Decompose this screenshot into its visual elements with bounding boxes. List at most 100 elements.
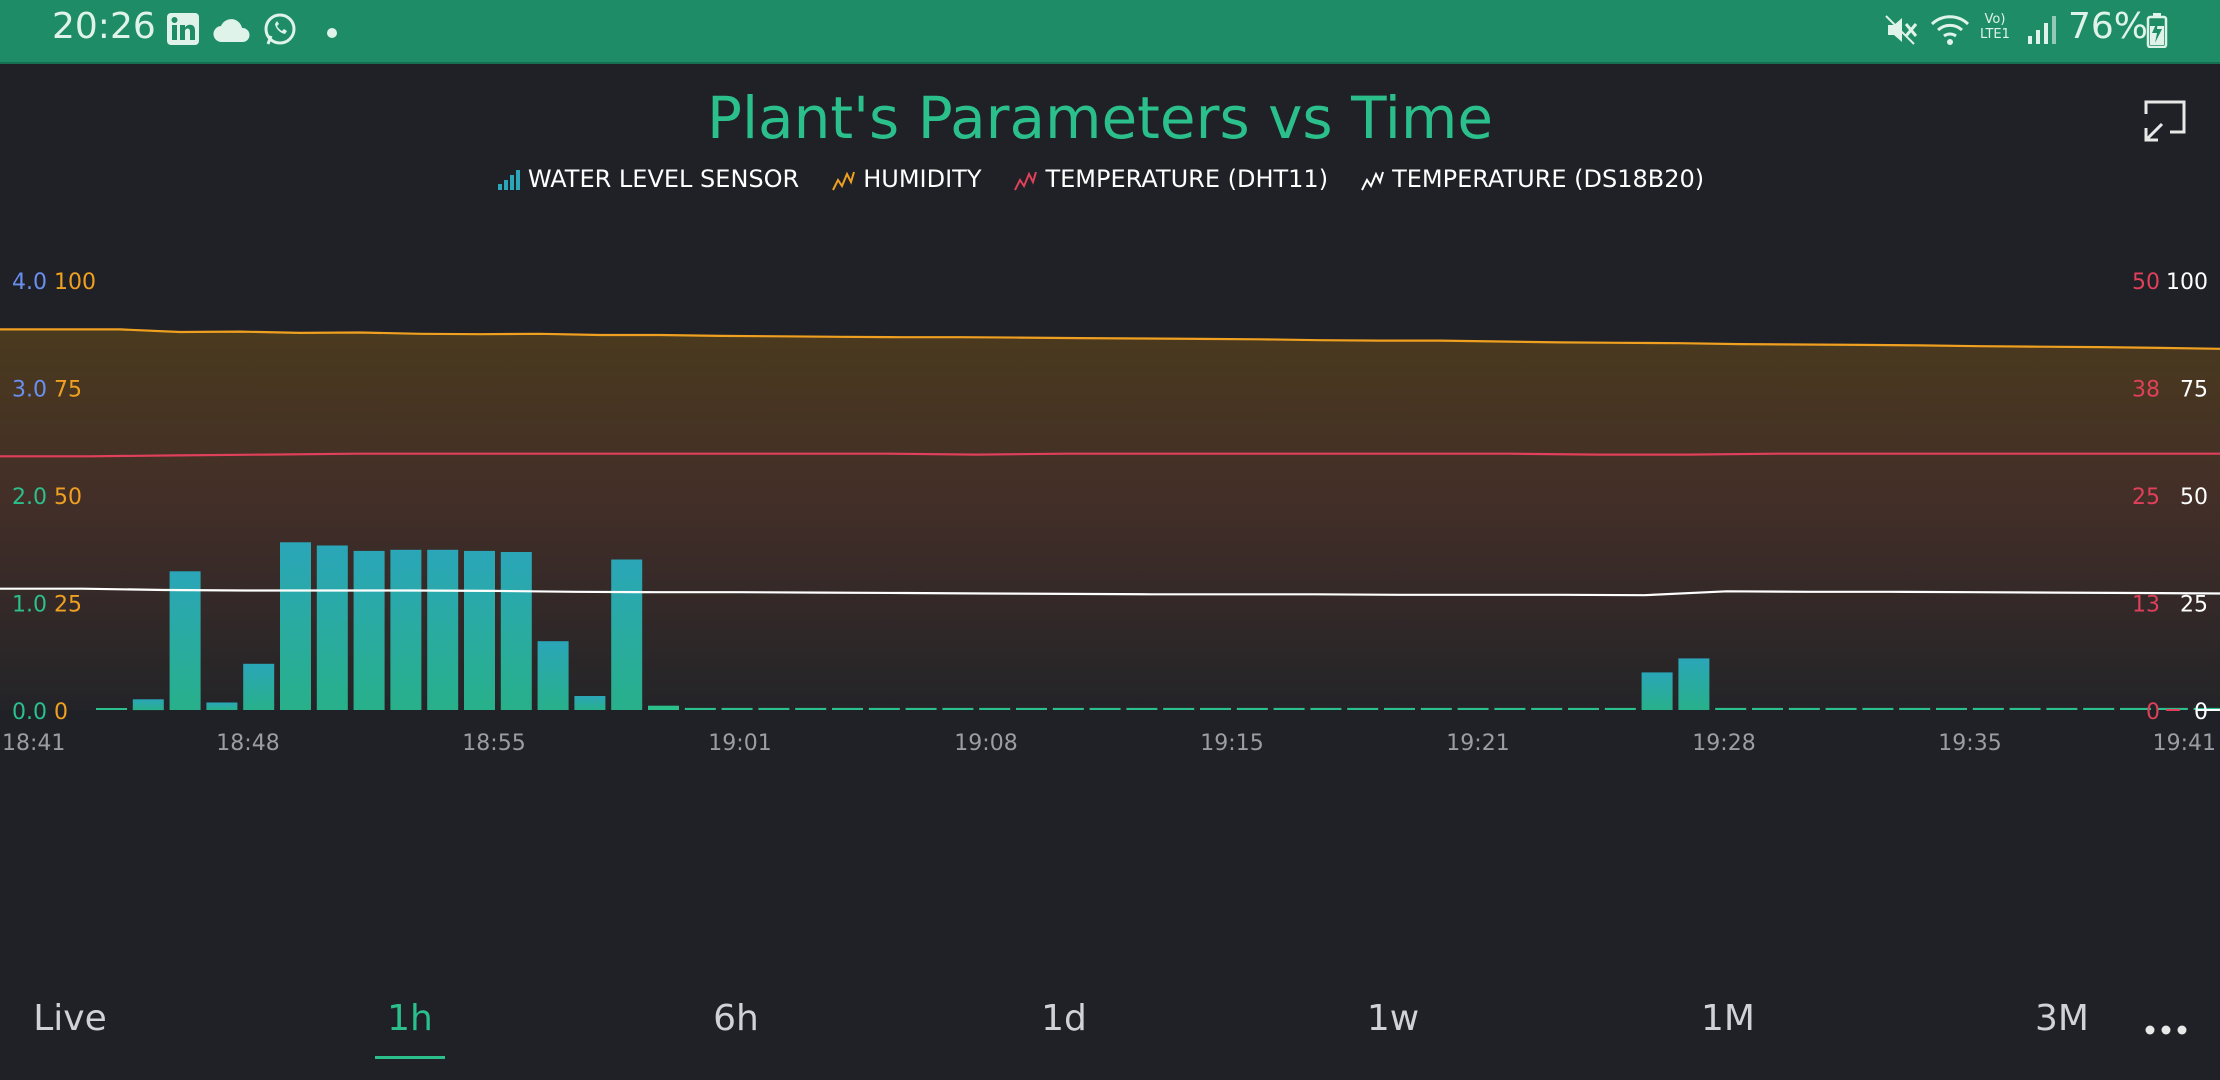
water-level-bar xyxy=(1936,707,1967,710)
range-option-1w[interactable]: 1w xyxy=(1366,998,1420,1039)
x-tick-label: 19:08 xyxy=(954,731,1017,756)
x-tick-label: 19:35 xyxy=(1938,731,2001,756)
y-tick-temp-dht11: 25 xyxy=(2132,485,2160,510)
water-level-bar xyxy=(905,707,937,710)
water-level-bar xyxy=(721,707,753,710)
water-level-bar xyxy=(353,550,385,710)
chart-title: Plant's Parameters vs Time xyxy=(706,84,1494,152)
range-option-1d[interactable]: 1d xyxy=(1041,998,1087,1039)
volte-icon: Vo) LTE1 xyxy=(1980,12,2010,42)
x-tick-label: 19:01 xyxy=(708,731,771,756)
range-option-1h[interactable]: 1h xyxy=(387,998,433,1039)
water-level-bar xyxy=(574,696,606,710)
y-tick-humidity: 100 xyxy=(54,270,96,295)
water-level-bar xyxy=(611,559,643,710)
y-tick-humidity: 50 xyxy=(54,485,82,510)
water-level-bar xyxy=(1384,707,1415,710)
legend-item[interactable]: HUMIDITY xyxy=(831,165,981,193)
water-level-bar xyxy=(1494,707,1526,710)
chart-legend: WATER LEVEL SENSOR HUMIDITY TEMPERATURE (D… xyxy=(0,164,2200,193)
legend-item[interactable]: TEMPERATURE (DS18B20) xyxy=(1360,165,1704,193)
status-bar-divider xyxy=(0,62,2220,64)
water-level-bar xyxy=(1899,707,1931,710)
water-level-bar xyxy=(1126,707,1158,710)
water-level-bar xyxy=(1089,707,1121,710)
more-options-icon[interactable] xyxy=(2144,1022,2188,1036)
legend-item[interactable]: TEMPERATURE (DHT11) xyxy=(1013,165,1328,193)
water-level-bar xyxy=(280,542,311,710)
water-level-bar xyxy=(1752,707,1783,710)
x-tick-label: 18:48 xyxy=(216,731,279,756)
chart-plot: 4.0 3.0 2.0 1.0 0.0 100 75 50 25 0 50 38 25 13 0 100 75 5… xyxy=(0,270,2220,756)
y-tick-water-level: 0.0 xyxy=(12,700,47,725)
water-level-bar xyxy=(1568,707,1599,710)
water-level-bar xyxy=(1016,707,1047,710)
y-tick-temp-ds18b20: 0 xyxy=(2194,700,2208,725)
water-level-bar xyxy=(2120,707,2151,710)
x-tick-label: 19:15 xyxy=(1200,731,1263,756)
water-level-bar xyxy=(1273,707,1305,710)
bar-chart-icon xyxy=(497,170,520,190)
water-level-bar xyxy=(979,707,1011,710)
water-level-bar xyxy=(1678,658,1710,710)
range-option-1m[interactable]: 1M xyxy=(1701,998,1755,1039)
range-option-live[interactable]: Live xyxy=(33,998,107,1039)
line-chart-icon xyxy=(832,171,856,191)
humidity-area xyxy=(0,329,2220,710)
water-level-bar xyxy=(132,699,164,711)
water-level-bar xyxy=(169,571,201,710)
status-bar: 20:26 Vo) LTE1 76% xyxy=(0,0,2220,64)
water-level-bar xyxy=(868,707,900,710)
y-tick-temp-ds18b20: 75 xyxy=(2180,378,2208,403)
status-time: 20:26 xyxy=(52,6,156,47)
water-level-bar xyxy=(2083,707,2115,710)
signal-icon xyxy=(2026,14,2058,50)
legend-label: WATER LEVEL SENSOR xyxy=(527,165,800,193)
y-tick-temp-dht11: 50 xyxy=(2132,270,2160,295)
water-level-bar xyxy=(1200,707,1231,710)
cloud-icon xyxy=(212,16,252,48)
water-level-bar xyxy=(1641,672,1673,710)
y-tick-temp-dht11: 0 xyxy=(2146,700,2160,725)
y-tick-water-level: 3.0 xyxy=(12,378,47,403)
temperature-dht11-line xyxy=(0,452,2220,458)
legend-label: TEMPERATURE (DS18B20) xyxy=(1392,165,1705,193)
wifi-icon xyxy=(1930,14,1970,50)
water-level-bar xyxy=(2193,707,2220,710)
water-level-bar xyxy=(500,552,532,710)
water-level-bar xyxy=(684,707,716,710)
water-level-bar xyxy=(1604,707,1636,710)
water-level-bar xyxy=(1347,707,1379,710)
x-tick-label: 18:55 xyxy=(462,731,525,756)
exit-fullscreen-button[interactable] xyxy=(2140,96,2190,146)
battery-percentage: 76% xyxy=(2068,6,2149,47)
water-level-bar xyxy=(2009,707,2041,710)
water-level-bar xyxy=(832,707,863,710)
water-level-bar xyxy=(1457,707,1489,710)
legend-label: HUMIDITY xyxy=(863,165,982,193)
water-level-bar xyxy=(96,708,127,710)
legend-item[interactable]: WATER LEVEL SENSOR xyxy=(496,165,799,193)
x-tick-label: 19:28 xyxy=(1692,731,1755,756)
water-level-bar xyxy=(648,705,679,710)
water-level-bar xyxy=(1825,707,1857,710)
selected-range-indicator xyxy=(375,1056,445,1059)
y-tick-humidity: 25 xyxy=(54,593,82,618)
legend-label: TEMPERATURE (DHT11) xyxy=(1045,165,1329,193)
range-option-3m[interactable]: 3M xyxy=(2035,998,2089,1039)
chart-panel: Plant's Parameters vs Time WATER LEVEL S… xyxy=(0,64,2220,964)
y-tick-temp-dht11: 13 xyxy=(2132,593,2160,618)
range-option-6h[interactable]: 6h xyxy=(713,998,759,1039)
y-tick-water-level: 4.0 xyxy=(12,270,47,295)
water-level-bar xyxy=(942,707,974,710)
mute-icon xyxy=(1884,14,1918,50)
y-tick-temp-ds18b20: 25 xyxy=(2180,593,2208,618)
water-level-bar xyxy=(1420,707,1452,710)
y-tick-temp-ds18b20: 100 xyxy=(2166,270,2208,295)
water-level-bar xyxy=(243,663,275,710)
y-tick-water-level: 1.0 xyxy=(12,593,47,618)
linkedin-icon xyxy=(166,12,200,50)
whatsapp-icon xyxy=(262,12,298,52)
water-level-bar xyxy=(1052,707,1084,710)
water-level-bar xyxy=(206,702,238,710)
